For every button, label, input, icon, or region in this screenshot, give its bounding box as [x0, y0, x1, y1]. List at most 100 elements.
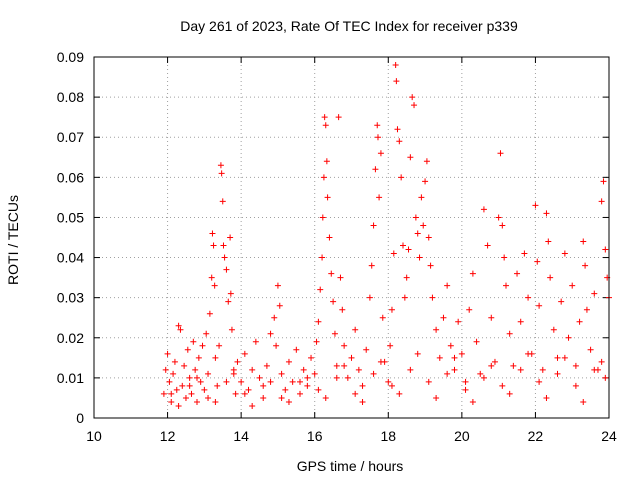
data-point [387, 342, 394, 349]
y-tick-label: 0.03 [57, 290, 84, 306]
y-tick-label: 0.02 [57, 330, 84, 346]
data-point [558, 298, 565, 305]
data-point [320, 174, 327, 181]
data-point [160, 390, 167, 397]
x-tick-label: 22 [528, 428, 544, 444]
data-point [232, 390, 239, 397]
data-point [600, 178, 607, 185]
data-point [363, 346, 370, 353]
data-point [580, 398, 587, 405]
data-point [543, 394, 550, 401]
data-point [162, 366, 169, 373]
data-point [186, 382, 193, 389]
data-point [388, 306, 395, 313]
data-point [181, 362, 188, 369]
data-point [311, 370, 318, 377]
plot-frame [93, 56, 610, 419]
data-point [598, 198, 605, 205]
data-point [591, 366, 598, 373]
data-point [326, 234, 333, 241]
data-point [572, 382, 579, 389]
data-point [304, 374, 311, 381]
data-point [491, 358, 498, 365]
chart-title: Day 261 of 2023, Rate Of TEC Index for r… [180, 18, 518, 34]
data-point [385, 378, 392, 385]
x-axis-label: GPS time / hours [297, 458, 404, 474]
data-point [427, 262, 434, 269]
data-point [190, 338, 197, 345]
data-point [206, 310, 213, 317]
y-tick-label: 0.08 [57, 89, 84, 105]
y-tick-label: 0.05 [57, 209, 84, 225]
data-point [175, 322, 182, 329]
data-point [245, 386, 252, 393]
data-point [418, 194, 425, 201]
data-point [370, 370, 377, 377]
y-tick-label: 0.07 [57, 129, 84, 145]
data-point [359, 382, 366, 389]
data-point [194, 398, 200, 405]
data-point [289, 378, 296, 385]
data-point [602, 374, 609, 381]
data-point [315, 386, 322, 393]
data-point [587, 346, 594, 353]
data-point [539, 366, 546, 373]
data-point [173, 386, 180, 393]
data-point [209, 230, 216, 237]
data-point [532, 202, 539, 209]
data-point [407, 366, 414, 373]
data-point [341, 342, 348, 349]
data-point [550, 326, 557, 333]
data-point [211, 282, 218, 289]
data-point [195, 354, 202, 361]
data-point [525, 350, 532, 357]
grid-lines [94, 57, 609, 418]
data-point [194, 374, 200, 381]
y-tick-label: 0 [76, 410, 84, 426]
data-point [545, 238, 552, 245]
data-point [273, 342, 280, 349]
data-point [370, 222, 377, 229]
y-axis-label: ROTI / TECUs [5, 195, 21, 285]
data-point [304, 382, 311, 389]
data-point [216, 342, 223, 349]
data-point [525, 294, 532, 301]
data-point [260, 382, 267, 389]
data-point [469, 270, 476, 277]
data-point [179, 382, 186, 389]
data-point [330, 298, 337, 305]
data-point [480, 374, 487, 381]
x-tick-label: 10 [86, 428, 102, 444]
x-tick-label: 24 [601, 428, 617, 444]
data-point [484, 242, 491, 249]
data-point [392, 62, 399, 69]
data-point [400, 242, 406, 249]
data-point [409, 94, 416, 101]
data-point [407, 154, 414, 161]
data-point [521, 250, 528, 257]
data-point [433, 326, 440, 333]
data-point [455, 318, 462, 325]
data-point [341, 362, 348, 369]
data-point [536, 378, 543, 385]
data-point [321, 114, 328, 121]
data-point [225, 298, 232, 305]
data-point [221, 254, 228, 261]
y-tick-label: 0.04 [57, 250, 84, 266]
data-point [210, 242, 217, 249]
data-point [444, 370, 451, 377]
data-point [297, 390, 303, 397]
data-point [317, 286, 324, 293]
data-point [429, 294, 436, 301]
data-point [285, 358, 292, 365]
data-point [543, 210, 550, 217]
data-point [514, 270, 521, 277]
data-point [168, 398, 175, 405]
axis-ticks: 10 12 14 16 18 20 22 24 0 0.01 0.02 0.03 0.04 0.05 0.0… [57, 49, 617, 444]
data-point [234, 358, 241, 365]
data-point [414, 230, 421, 237]
data-point [214, 382, 221, 389]
data-point [171, 358, 178, 365]
data-point [412, 214, 419, 221]
data-point [328, 270, 335, 277]
